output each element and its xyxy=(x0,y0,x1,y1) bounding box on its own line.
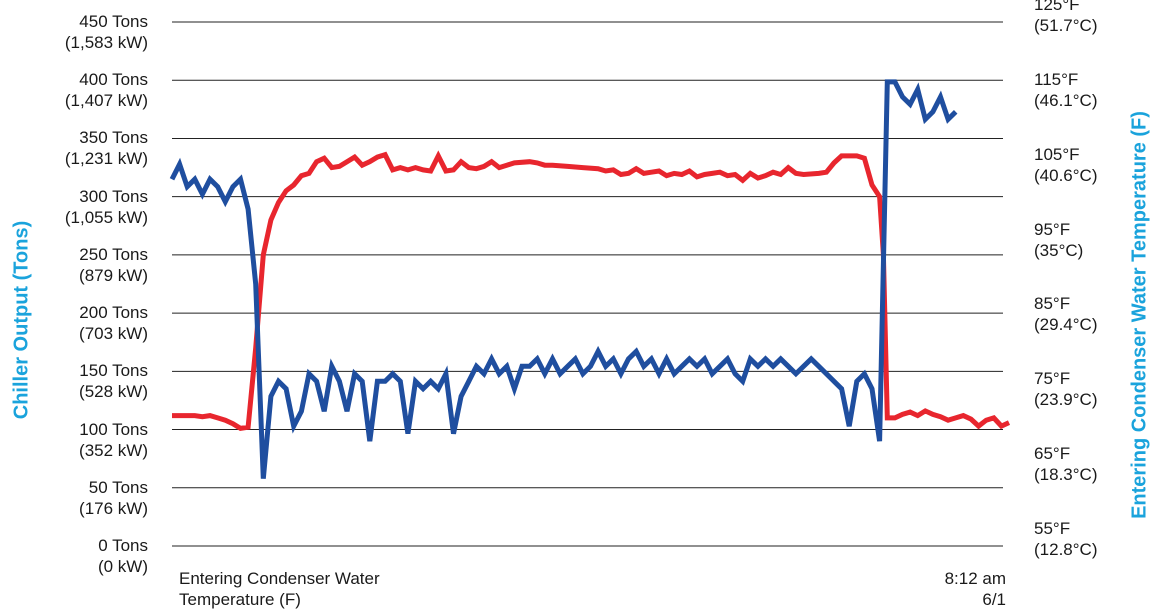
left-tick-label: 250 Tons (879 kW) xyxy=(0,244,148,286)
left-tick-tons: 450 Tons xyxy=(79,12,148,31)
left-tick-label: 100 Tons (352 kW) xyxy=(0,419,148,461)
left-tick-tons: 400 Tons xyxy=(79,70,148,90)
left-tick-tons: 250 Tons xyxy=(79,244,148,264)
right-axis-title: Entering Condenser Water Temperature (F) xyxy=(1128,111,1151,519)
left-tick-label: 200 Tons (703 kW) xyxy=(0,302,148,344)
left-tick-label: 300 Tons (1,055 kW) xyxy=(0,186,148,228)
right-tick-celsius: (46.1°C) xyxy=(1034,90,1098,110)
left-tick-label: 50 Tons (176 kW) xyxy=(0,477,148,519)
x-axis-label-left-line2: Temperature (F) xyxy=(179,590,301,609)
left-tick-kw: (1,407 kW) xyxy=(64,91,148,111)
left-tick-label: 450 Tons (1,583 kW) xyxy=(0,11,148,53)
right-tick-celsius: (51.7°C) xyxy=(1034,16,1098,35)
right-tick-label: 65°F (18.3°C) xyxy=(1034,443,1097,485)
right-tick-label: 55°F (12.8°C) xyxy=(1034,518,1097,560)
left-tick-kw: (1,055 kW) xyxy=(64,207,148,227)
right-tick-label: 115°F (46.1°C) xyxy=(1034,69,1097,111)
right-tick-celsius: (12.8°C) xyxy=(1034,540,1098,559)
left-tick-kw: (879 kW) xyxy=(79,265,148,285)
left-tick-label: 400 Tons (1,407 kW) xyxy=(0,69,148,111)
left-tick-kw: (703 kW) xyxy=(79,324,148,344)
right-tick-fahrenheit: 115°F xyxy=(1034,69,1079,89)
left-tick-label: 350 Tons (1,231 kW) xyxy=(0,127,148,169)
right-tick-celsius: (35°C) xyxy=(1034,240,1084,260)
left-tick-kw: (528 kW) xyxy=(79,382,148,402)
x-axis-time-label: 8:12 am xyxy=(944,569,1006,588)
right-tick-label: 105°F (40.6°C) xyxy=(1034,144,1097,186)
right-tick-fahrenheit: 75°F xyxy=(1034,369,1071,389)
right-tick-celsius: (40.6°C) xyxy=(1034,165,1098,185)
left-tick-tons: 0 Tons xyxy=(98,536,148,555)
left-tick-kw: (176 kW) xyxy=(79,498,148,518)
left-tick-kw: (352 kW) xyxy=(79,440,148,460)
right-tick-label: 75°F (23.9°C) xyxy=(1034,368,1097,410)
right-tick-label: 95°F (35°C) xyxy=(1034,219,1083,261)
right-tick-fahrenheit: 125°F xyxy=(1034,0,1080,14)
left-tick-tons: 350 Tons xyxy=(79,128,148,148)
left-tick-kw: (0 kW) xyxy=(97,557,148,576)
left-tick-tons: 300 Tons xyxy=(79,186,148,206)
left-tick-label: 150 Tons (528 kW) xyxy=(0,360,148,402)
left-tick-tons: 200 Tons xyxy=(79,303,148,323)
right-tick-fahrenheit: 95°F xyxy=(1034,219,1071,239)
left-tick-kw: (1,231 kW) xyxy=(64,149,148,169)
left-tick-kw: (1,583 kW) xyxy=(64,33,148,52)
x-axis-label-left: Entering Condenser Water Temperature (F) xyxy=(179,568,479,610)
right-tick-label: 125°F (51.7°C) xyxy=(1034,0,1097,36)
left-axis-title: Chiller Output (Tons) xyxy=(10,220,33,420)
right-tick-fahrenheit: 65°F xyxy=(1034,444,1071,464)
x-axis-label-right: 8:12 am 6/1 xyxy=(900,568,1006,610)
left-tick-label: 0 Tons (0 kW) xyxy=(0,535,148,577)
left-tick-tons: 150 Tons xyxy=(79,361,148,381)
x-axis-label-left-line1: Entering Condenser Water xyxy=(179,569,380,588)
right-tick-fahrenheit: 85°F xyxy=(1034,294,1071,314)
right-tick-celsius: (23.9°C) xyxy=(1034,390,1098,410)
right-tick-celsius: (18.3°C) xyxy=(1034,465,1098,485)
right-tick-celsius: (29.4°C) xyxy=(1034,315,1098,335)
series-line-condenser-temp xyxy=(169,79,958,479)
left-tick-tons: 100 Tons xyxy=(79,419,148,439)
x-axis-date-label: 6/1 xyxy=(982,590,1006,609)
right-tick-fahrenheit: 55°F xyxy=(1034,519,1071,538)
right-tick-label: 85°F (29.4°C) xyxy=(1034,293,1097,335)
left-tick-tons: 50 Tons xyxy=(88,477,148,497)
right-tick-fahrenheit: 105°F xyxy=(1034,144,1080,164)
